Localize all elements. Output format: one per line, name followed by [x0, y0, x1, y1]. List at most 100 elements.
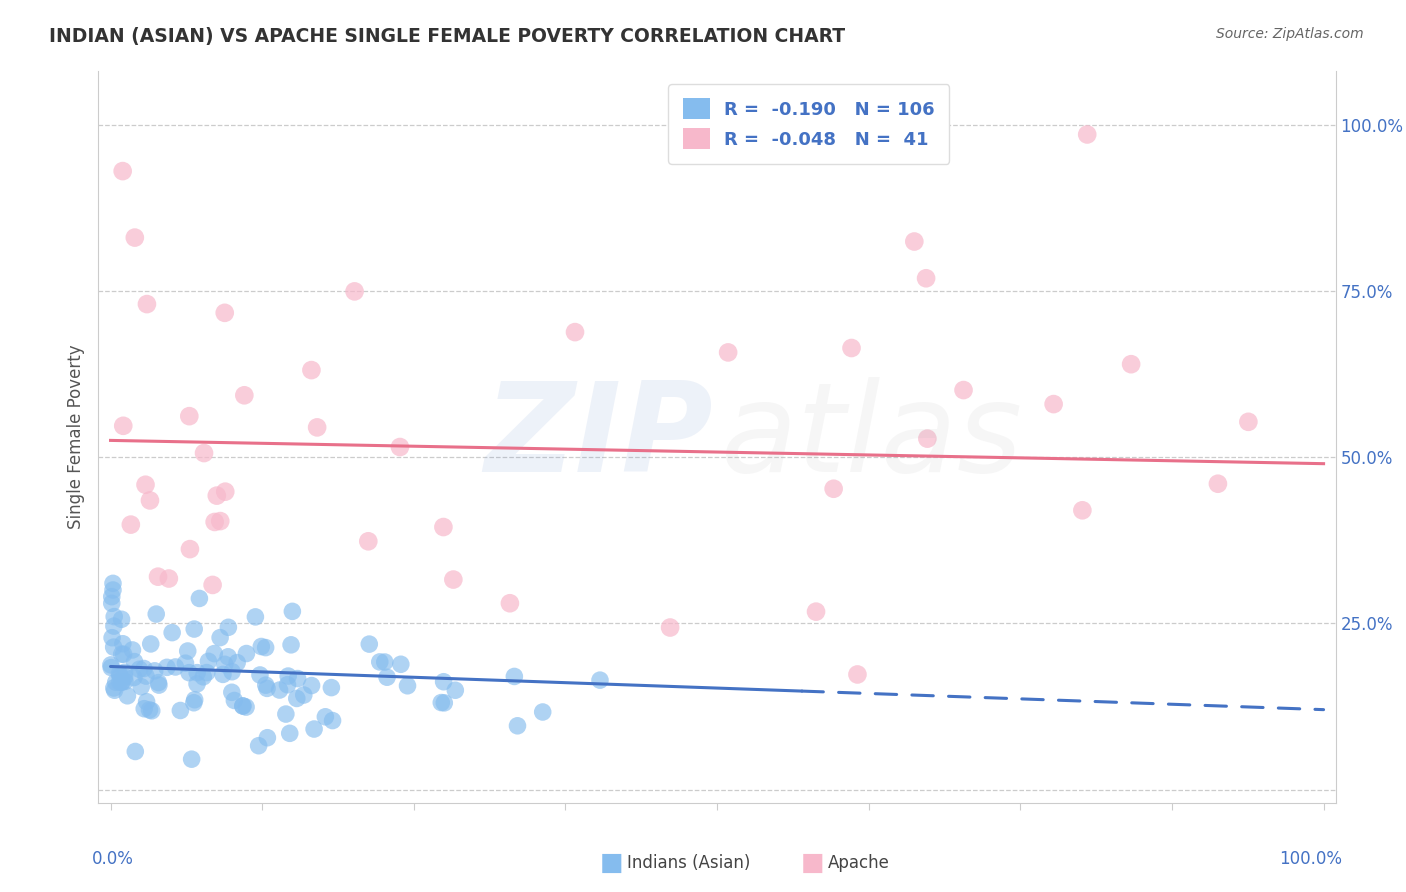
Point — [177, 665, 200, 680]
Point — [388, 440, 411, 454]
Point — [374, 655, 396, 669]
Point — [214, 484, 236, 499]
Point — [307, 420, 329, 434]
Point — [232, 698, 254, 713]
Point — [120, 517, 142, 532]
Point — [114, 665, 136, 680]
Point — [952, 383, 974, 397]
Point — [430, 696, 453, 710]
Point — [235, 700, 257, 714]
Point — [301, 363, 323, 377]
Point — [280, 638, 302, 652]
Point — [499, 596, 522, 610]
Point — [188, 591, 211, 606]
Point — [100, 596, 122, 610]
Legend: R =  -0.190   N = 106, R =  -0.048   N =  41: R = -0.190 N = 106, R = -0.048 N = 41 — [668, 84, 949, 163]
Point — [132, 661, 155, 675]
Point — [100, 590, 122, 604]
Point — [444, 683, 467, 698]
Point — [217, 649, 239, 664]
Point — [245, 610, 267, 624]
Point — [321, 681, 343, 695]
Point — [659, 620, 682, 634]
Point — [134, 702, 156, 716]
Text: atlas: atlas — [721, 376, 1024, 498]
Point — [302, 722, 325, 736]
Point — [128, 662, 150, 676]
Point — [224, 693, 246, 707]
Point — [160, 625, 183, 640]
Point — [1119, 357, 1142, 371]
Point — [217, 620, 239, 634]
Point — [915, 271, 938, 285]
Point — [322, 714, 344, 728]
Point — [214, 657, 236, 672]
Point — [169, 704, 191, 718]
Point — [301, 679, 323, 693]
Point — [249, 668, 271, 682]
Point — [221, 665, 243, 679]
Point — [1071, 503, 1094, 517]
Point — [138, 703, 160, 717]
Point — [108, 675, 131, 690]
Point — [117, 689, 139, 703]
Point — [104, 675, 127, 690]
Point — [103, 640, 125, 654]
Text: ■: ■ — [801, 851, 824, 874]
Point — [193, 446, 215, 460]
Text: 0.0%: 0.0% — [93, 850, 134, 868]
Point — [201, 578, 224, 592]
Point — [135, 695, 157, 709]
Point — [114, 670, 136, 684]
Point — [124, 230, 146, 244]
Point — [1042, 397, 1064, 411]
Point — [359, 637, 381, 651]
Point — [100, 657, 122, 672]
Point — [247, 739, 270, 753]
Point — [101, 576, 124, 591]
Point — [205, 489, 228, 503]
Point — [287, 672, 309, 686]
Point — [717, 345, 740, 359]
Point — [564, 325, 586, 339]
Point — [148, 678, 170, 692]
Point — [804, 605, 827, 619]
Point — [256, 731, 278, 745]
Point — [1206, 476, 1229, 491]
Point — [1237, 415, 1260, 429]
Point — [433, 696, 456, 710]
Point — [112, 418, 135, 433]
Point — [103, 681, 125, 695]
Point — [135, 669, 157, 683]
Point — [375, 670, 398, 684]
Point — [145, 607, 167, 621]
Point — [278, 726, 301, 740]
Point — [226, 656, 249, 670]
Point — [129, 680, 152, 694]
Point — [103, 619, 125, 633]
Point — [124, 655, 146, 669]
Point — [114, 674, 136, 689]
Point — [276, 678, 298, 692]
Point — [139, 493, 162, 508]
Point — [156, 660, 179, 674]
Point — [139, 637, 162, 651]
Point — [180, 752, 202, 766]
Point — [197, 654, 219, 668]
Point — [823, 482, 845, 496]
Point — [285, 691, 308, 706]
Point — [277, 669, 299, 683]
Point — [179, 409, 201, 424]
Point — [195, 665, 218, 680]
Point — [531, 705, 554, 719]
Point — [233, 388, 256, 402]
Y-axis label: Single Female Poverty: Single Female Poverty — [66, 345, 84, 529]
Point — [343, 285, 366, 299]
Point — [193, 670, 215, 684]
Point — [110, 675, 132, 690]
Point — [433, 674, 456, 689]
Point — [148, 675, 170, 690]
Point — [146, 570, 169, 584]
Point — [204, 515, 226, 529]
Point — [903, 235, 925, 249]
